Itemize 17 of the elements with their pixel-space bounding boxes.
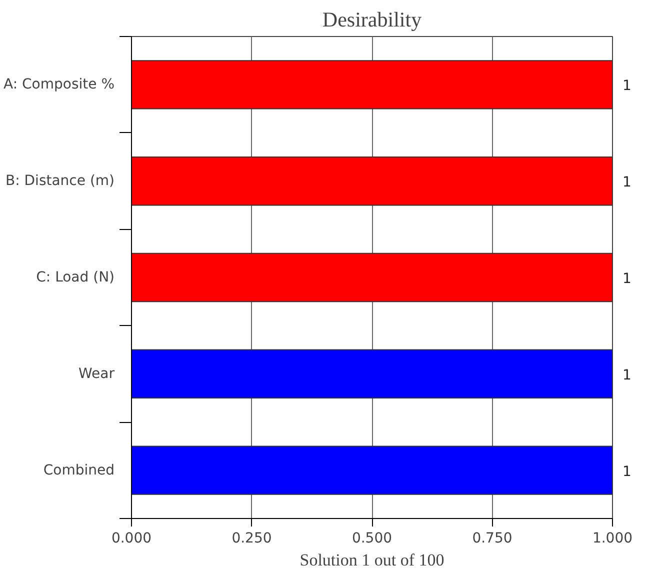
data-label: 1: [622, 174, 632, 191]
x-tick-label: 0.750: [472, 530, 512, 546]
data-label: 1: [622, 464, 632, 480]
x-tick-label: 0.250: [232, 530, 272, 546]
data-label: 1: [622, 78, 632, 94]
y-tick-label: C: Load (N): [36, 270, 114, 286]
chart-title: Desirability: [322, 8, 422, 32]
x-tick-label: 0.500: [352, 530, 392, 546]
x-axis-title: Solution 1 out of 100: [300, 550, 444, 570]
data-label: 1: [622, 367, 632, 384]
x-tick-label: 1.000: [592, 530, 633, 546]
x-tick-label: 0.000: [111, 530, 152, 546]
y-tick-label: Wear: [78, 366, 115, 382]
y-tick-label: A: Composite %: [4, 76, 114, 93]
y-tick-label: Combined: [43, 462, 115, 478]
y-tick-label: B: Distance (m): [6, 173, 114, 190]
data-label: 1: [622, 271, 632, 287]
